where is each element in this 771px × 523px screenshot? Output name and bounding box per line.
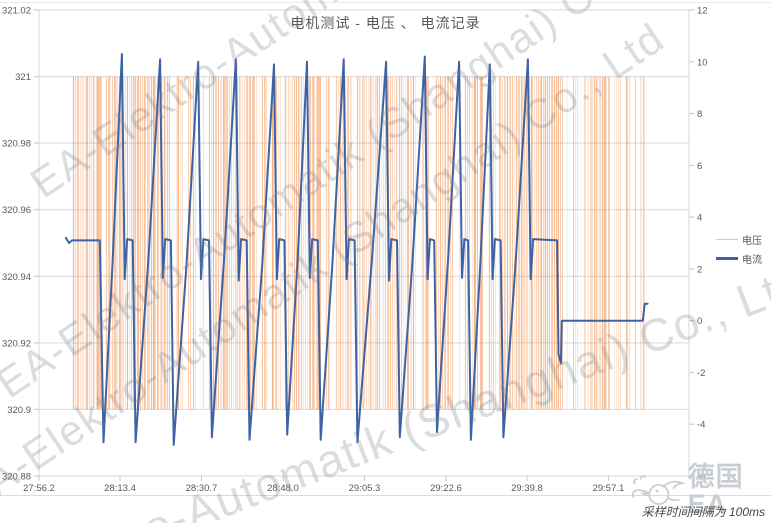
legend: 电压 电流 (716, 230, 762, 268)
x-axis-tick-label: 29:39.8 (511, 483, 543, 494)
axis-ticks (34, 9, 694, 481)
current-series (64, 53, 649, 446)
logo-text: 德国EA (687, 462, 744, 519)
ea-logo: 德国EA (630, 464, 771, 518)
x-axis-tick-label: 28:30.7 (186, 483, 218, 494)
x-axis-tick-label: 29:57.1 (593, 483, 625, 494)
right-axis-tick-label: -6 (697, 472, 705, 483)
right-axis-tick-label: 0 (697, 316, 702, 327)
chart-title: 电机测试 - 电压 、 电流记录 (290, 15, 481, 31)
left-axis-tick-label: 321.02 (2, 6, 31, 17)
current-line-swatch (716, 257, 738, 260)
x-axis-labels: 27:56.2 28:13.4 28:30.7 28:48.0 29:05.3 29:22… (23, 483, 624, 494)
legend-label-current: 电流 (742, 255, 762, 266)
left-axis-tick-label: 320.98 (2, 139, 31, 150)
right-axis-tick-label: -4 (697, 420, 705, 431)
legend-item-voltage: 电压 (716, 230, 762, 249)
x-axis-tick-label: 28:48.0 (267, 483, 299, 494)
right-axis-tick-label: 8 (697, 109, 702, 120)
right-axis-tick-label: 6 (697, 161, 702, 172)
legend-item-current: 电流 (716, 249, 762, 268)
voltage-series (72, 76, 645, 410)
x-axis-tick-label: 29:05.3 (349, 483, 381, 494)
x-axis-tick-label: 27:56.2 (23, 483, 55, 494)
x-axis-tick-label: 29:22.6 (430, 483, 462, 494)
right-axis-tick-label: 12 (697, 6, 708, 17)
left-axis-tick-label: 320.88 (2, 472, 31, 483)
dove-logo-icon (632, 475, 686, 505)
left-axis-tick-label: 320.9 (7, 405, 31, 416)
sampling-interval-note: 采样时间间隔为 100ms (641, 505, 765, 519)
voltage-line-swatch (716, 239, 738, 240)
right-axis-tick-label: 4 (697, 213, 702, 224)
legend-label-voltage: 电压 (742, 236, 762, 247)
right-axis-labels: 12 10 8 6 4 2 0 -2 -4 -6 (697, 6, 708, 483)
right-axis-tick-label: 2 (697, 264, 702, 275)
x-axis-tick-label: 28:13.4 (104, 483, 136, 494)
right-axis-tick-label: 10 (697, 57, 708, 68)
right-axis-tick-label: -2 (697, 368, 705, 379)
left-axis-labels: 321.02 321 320.98 320.96 320.94 320.92 320.9 32… (2, 6, 31, 483)
left-axis-tick-label: 320.94 (2, 272, 31, 283)
left-axis-tick-label: 320.92 (2, 338, 31, 349)
left-axis-tick-label: 320.96 (2, 205, 31, 216)
left-axis-tick-label: 321 (15, 72, 31, 83)
